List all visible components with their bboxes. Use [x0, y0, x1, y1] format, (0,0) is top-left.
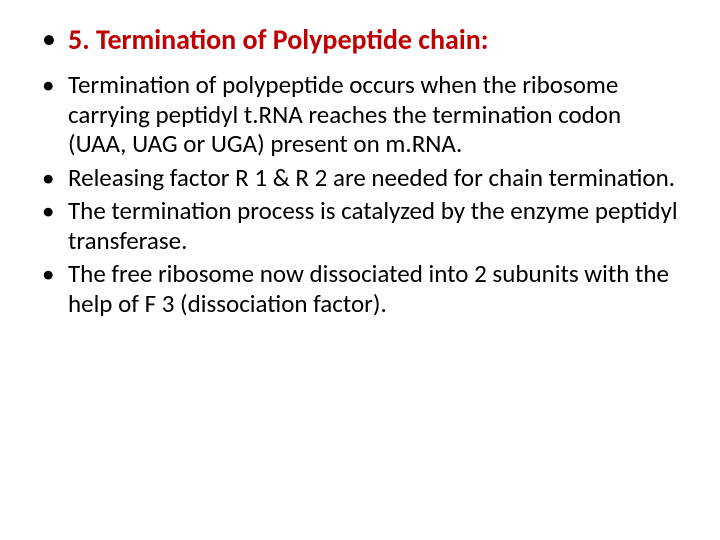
body-list: Termination of polypeptide occurs when t…	[40, 70, 680, 318]
heading-item: 5. Termination of Polypeptide chain:	[40, 24, 680, 56]
list-item: The free ribosome now dissociated into 2…	[40, 259, 680, 318]
slide-container: 5. Termination of Polypeptide chain: Ter…	[0, 0, 720, 540]
list-item: Releasing factor R 1 & R 2 are needed fo…	[40, 163, 680, 193]
slide-heading: 5. Termination of Polypeptide chain:	[68, 22, 489, 57]
bullet-text: The termination process is catalyzed by …	[68, 195, 678, 256]
list-item: The termination process is catalyzed by …	[40, 196, 680, 255]
bullet-text: The free ribosome now dissociated into 2…	[68, 258, 669, 319]
bullet-text: Releasing factor R 1 & R 2 are needed fo…	[68, 162, 675, 193]
heading-list: 5. Termination of Polypeptide chain:	[40, 24, 680, 56]
list-item: Termination of polypeptide occurs when t…	[40, 70, 680, 159]
bullet-text: Termination of polypeptide occurs when t…	[68, 69, 621, 159]
